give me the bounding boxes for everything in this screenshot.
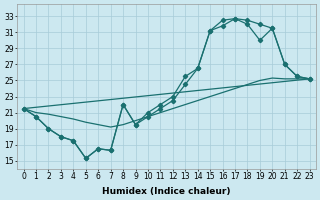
X-axis label: Humidex (Indice chaleur): Humidex (Indice chaleur) [102, 187, 231, 196]
